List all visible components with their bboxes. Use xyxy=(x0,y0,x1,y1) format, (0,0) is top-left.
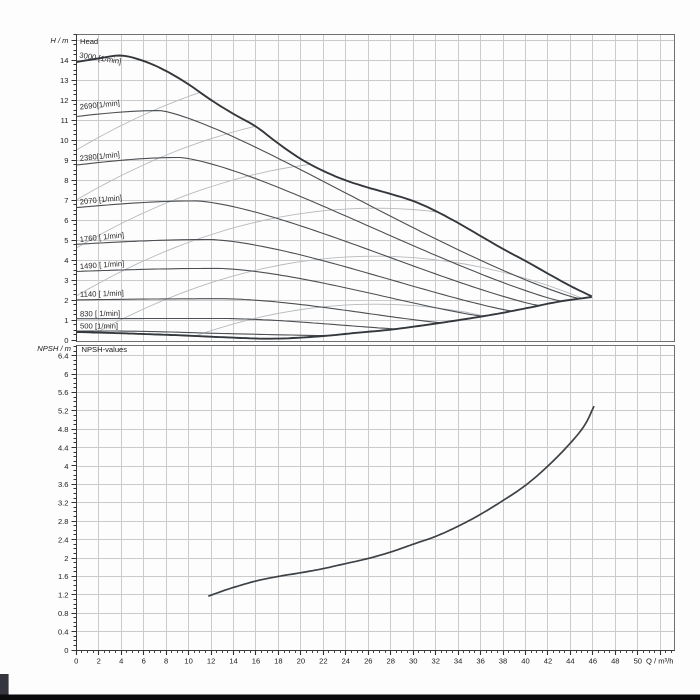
svg-text:3.2: 3.2 xyxy=(58,499,69,508)
svg-text:2690[1/min]: 2690[1/min] xyxy=(79,98,120,111)
svg-text:1: 1 xyxy=(64,316,68,325)
svg-text:1.2: 1.2 xyxy=(58,591,69,600)
svg-text:830 [ 1/min]: 830 [ 1/min] xyxy=(80,309,120,319)
svg-text:1.6: 1.6 xyxy=(58,572,69,581)
svg-text:0: 0 xyxy=(64,646,68,655)
svg-text:44: 44 xyxy=(566,657,574,666)
svg-text:6: 6 xyxy=(64,370,68,379)
svg-text:2070 [1/min]: 2070 [1/min] xyxy=(79,193,122,206)
svg-text:30: 30 xyxy=(409,657,417,666)
svg-text:10: 10 xyxy=(184,657,192,666)
svg-text:2: 2 xyxy=(64,554,68,563)
svg-text:42: 42 xyxy=(544,657,552,666)
svg-text:24: 24 xyxy=(342,657,350,666)
svg-text:4.4: 4.4 xyxy=(58,443,69,452)
svg-text:4.8: 4.8 xyxy=(58,425,69,434)
svg-text:H / m: H / m xyxy=(50,36,68,45)
svg-text:0: 0 xyxy=(64,336,68,345)
svg-text:0.8: 0.8 xyxy=(58,609,69,618)
svg-text:28: 28 xyxy=(386,657,394,666)
svg-text:4: 4 xyxy=(64,462,68,471)
svg-text:NPSH-values: NPSH-values xyxy=(82,345,128,354)
svg-text:3.6: 3.6 xyxy=(58,480,69,489)
svg-text:10: 10 xyxy=(60,136,68,145)
svg-text:6: 6 xyxy=(64,216,68,225)
svg-text:14: 14 xyxy=(60,56,68,65)
svg-text:Q / m³/h: Q / m³/h xyxy=(646,657,673,666)
svg-text:NPSH / m: NPSH / m xyxy=(37,344,71,353)
svg-text:13: 13 xyxy=(60,76,68,85)
svg-text:36: 36 xyxy=(476,657,484,666)
svg-text:12: 12 xyxy=(60,96,68,105)
svg-text:12: 12 xyxy=(207,657,215,666)
svg-text:7: 7 xyxy=(64,196,68,205)
svg-text:2.4: 2.4 xyxy=(58,535,69,544)
svg-text:9: 9 xyxy=(64,156,68,165)
svg-text:0.4: 0.4 xyxy=(58,627,69,636)
svg-text:2: 2 xyxy=(64,296,68,305)
svg-text:20: 20 xyxy=(297,657,305,666)
svg-text:Head: Head xyxy=(80,37,98,46)
svg-text:26: 26 xyxy=(364,657,372,666)
svg-text:5.6: 5.6 xyxy=(58,388,69,397)
svg-text:11: 11 xyxy=(61,116,69,125)
svg-text:500 [1/min]: 500 [1/min] xyxy=(80,322,118,331)
svg-text:6: 6 xyxy=(142,657,146,666)
svg-text:16: 16 xyxy=(252,657,260,666)
svg-text:2.8: 2.8 xyxy=(58,517,69,526)
svg-text:0: 0 xyxy=(74,657,78,666)
svg-text:4: 4 xyxy=(119,657,123,666)
svg-text:22: 22 xyxy=(319,657,327,666)
svg-text:3: 3 xyxy=(64,276,68,285)
svg-text:8: 8 xyxy=(64,176,68,185)
svg-text:14: 14 xyxy=(229,657,237,666)
svg-text:32: 32 xyxy=(431,657,439,666)
svg-text:38: 38 xyxy=(499,657,507,666)
svg-text:18: 18 xyxy=(274,657,282,666)
svg-text:46: 46 xyxy=(589,657,597,666)
svg-text:8: 8 xyxy=(164,657,168,666)
svg-text:2: 2 xyxy=(97,657,101,666)
svg-text:6.4: 6.4 xyxy=(58,351,69,360)
svg-text:2380[1/min]: 2380[1/min] xyxy=(79,150,120,163)
svg-text:1490 [ 1/min]: 1490 [ 1/min] xyxy=(80,259,125,271)
svg-text:40: 40 xyxy=(521,657,529,666)
svg-text:1140 [ 1/min]: 1140 [ 1/min] xyxy=(80,288,124,299)
svg-text:34: 34 xyxy=(454,657,462,666)
svg-text:50: 50 xyxy=(634,657,642,666)
svg-text:4: 4 xyxy=(64,256,68,265)
svg-text:48: 48 xyxy=(611,657,619,666)
svg-text:5: 5 xyxy=(64,236,68,245)
svg-text:5.2: 5.2 xyxy=(58,407,69,416)
